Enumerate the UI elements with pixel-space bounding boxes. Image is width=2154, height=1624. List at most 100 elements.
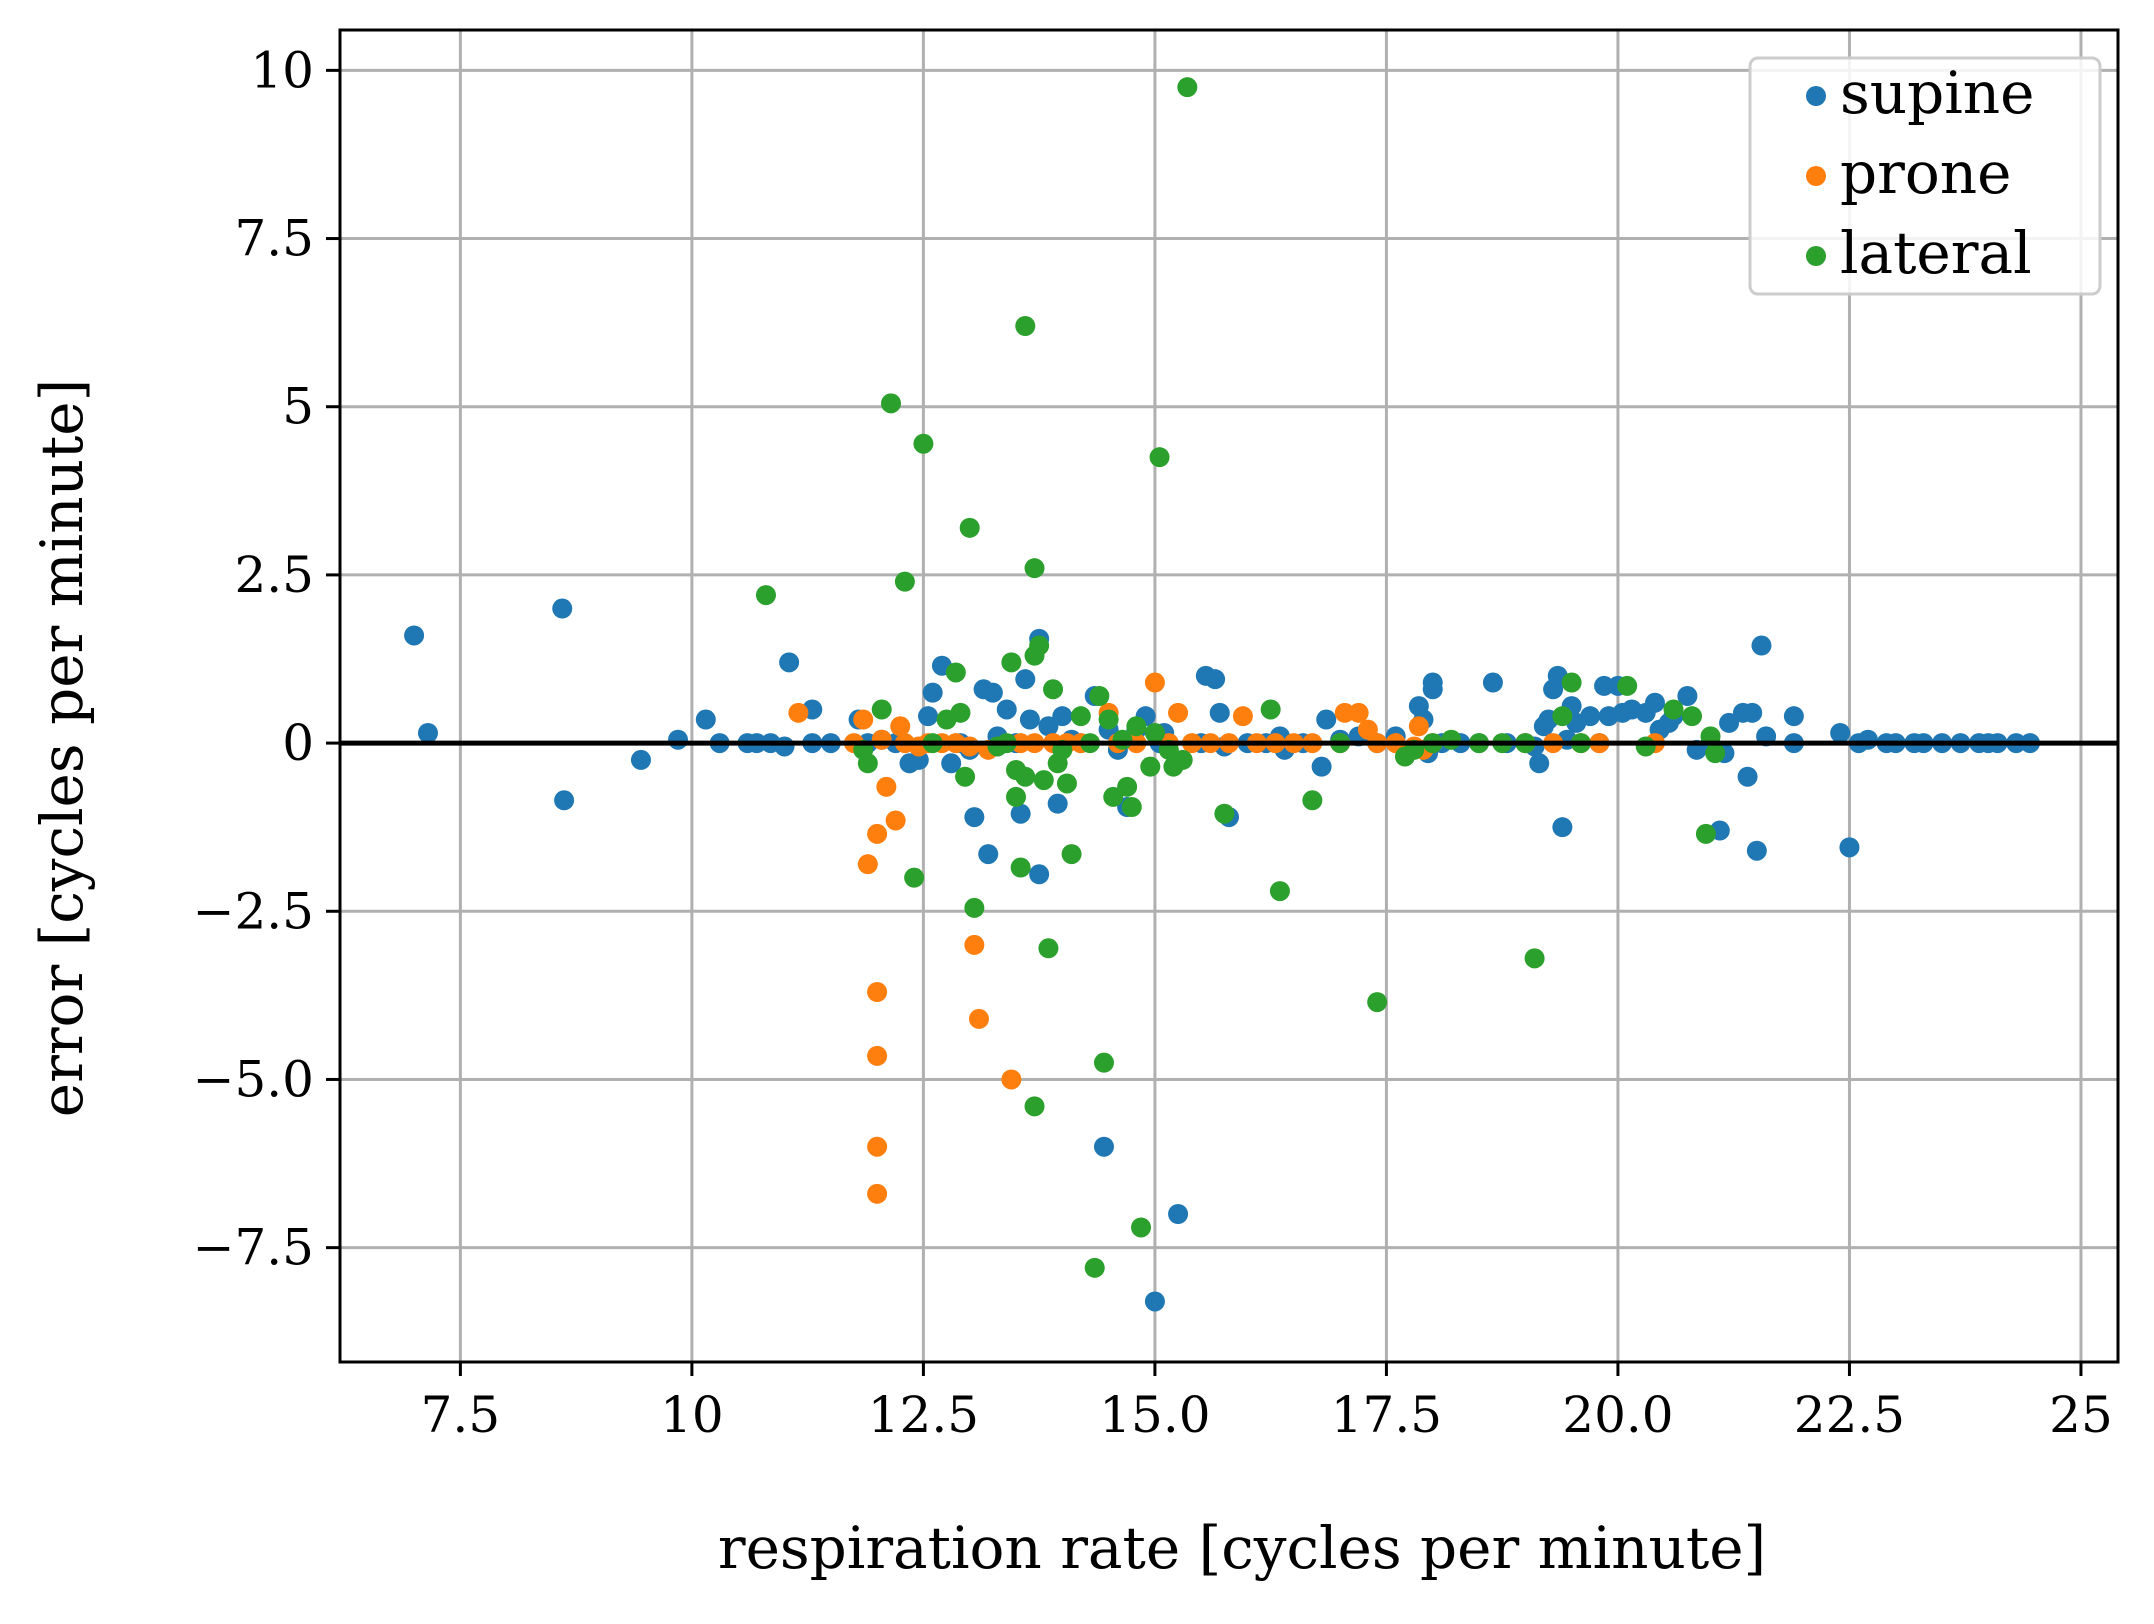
point-lateral (1093, 1052, 1114, 1073)
point-lateral (1269, 881, 1290, 902)
point-supine (1029, 864, 1050, 885)
legend-label-lateral: lateral (1840, 219, 2032, 287)
point-lateral (1260, 699, 1281, 720)
point-lateral (1663, 699, 1684, 720)
point-prone (1168, 702, 1189, 723)
point-prone (853, 709, 874, 730)
point-lateral (1043, 679, 1064, 700)
point-supine (1209, 702, 1230, 723)
point-prone (1408, 716, 1429, 737)
point-lateral (1172, 749, 1193, 770)
point-supine (1830, 723, 1851, 743)
point-lateral (1131, 1217, 1152, 1238)
point-supine (774, 736, 795, 757)
point-prone (876, 776, 897, 797)
point-prone (1001, 1069, 1022, 1090)
legend-label-supine: supine (1840, 59, 2034, 127)
point-prone (885, 810, 906, 831)
point-lateral (1121, 797, 1142, 817)
point-prone (867, 1136, 888, 1157)
point-prone (1232, 706, 1253, 727)
point-lateral (1302, 790, 1323, 811)
point-prone (867, 982, 888, 1002)
point-supine (779, 652, 800, 673)
legend-box (1748, 56, 2102, 296)
point-supine (1783, 706, 1804, 727)
point-lateral (1098, 709, 1119, 730)
point-supine (1038, 716, 1059, 737)
point-supine (1316, 709, 1337, 730)
point-lateral (1117, 776, 1138, 797)
point-lateral (1024, 558, 1045, 579)
point-supine (1422, 672, 1443, 693)
point-lateral (1617, 675, 1638, 696)
point-lateral (1024, 1096, 1045, 1117)
point-supine (1644, 692, 1665, 713)
point-supine (1552, 817, 1573, 838)
point-supine (1052, 706, 1073, 727)
point-prone (968, 1008, 989, 1029)
point-lateral (1561, 672, 1582, 693)
x-tick-label: 22.5 (1794, 1386, 1905, 1444)
point-supine (1594, 675, 1615, 696)
point-prone (788, 702, 809, 723)
point-supine (668, 729, 689, 750)
point-lateral (1705, 743, 1726, 764)
point-prone (964, 934, 985, 955)
point-lateral (1695, 823, 1716, 844)
point-lateral (1001, 652, 1022, 673)
point-lateral (1441, 729, 1462, 750)
axis-ticks: 7.5 10 12.5 15.0 17.5 20.0 22.5 25 10 7.5 5 2.5 0 −2.… (193, 41, 2113, 1444)
point-supine (1019, 709, 1040, 730)
point-lateral (913, 433, 934, 454)
point-lateral (1177, 77, 1198, 98)
point-lateral (1006, 786, 1027, 807)
point-supine (1580, 706, 1601, 727)
point-lateral (1015, 766, 1036, 787)
point-lateral (1144, 723, 1165, 743)
point-supine (1857, 729, 1878, 750)
point-supine (1144, 1291, 1165, 1312)
point-supine (982, 682, 1003, 703)
point-lateral (880, 393, 901, 414)
point-prone (857, 854, 878, 875)
point-lateral (871, 699, 892, 720)
legend: supine prone lateral (1748, 56, 2102, 296)
point-prone (867, 823, 888, 844)
x-tick-label: 12.5 (868, 1386, 979, 1444)
x-tick-label: 15.0 (1099, 1386, 1210, 1444)
x-axis-title: respiration rate [cycles per minute] (718, 1514, 1766, 1582)
y-axis-title: error [cycles per minute] (28, 379, 96, 1117)
y-tick-label: −7.5 (193, 1219, 314, 1277)
legend-marker-prone (1806, 166, 1826, 186)
point-supine (964, 807, 985, 828)
point-supine (1093, 1136, 1114, 1157)
point-supine (941, 753, 962, 774)
point-lateral (1149, 447, 1170, 468)
point-supine (978, 844, 999, 865)
point-supine (1047, 793, 1068, 814)
point-supine (1742, 702, 1763, 723)
point-supine (1205, 669, 1226, 690)
point-lateral (964, 897, 985, 918)
point-lateral (1635, 736, 1656, 757)
point-lateral (1089, 686, 1110, 706)
x-tick-label: 10 (660, 1386, 724, 1444)
plot-frame (338, 28, 2120, 1364)
point-supine (918, 706, 939, 727)
point-lateral (945, 662, 966, 683)
point-prone (1334, 702, 1355, 723)
point-lateral (1103, 786, 1124, 807)
point-prone (867, 1045, 888, 1066)
point-lateral (955, 766, 976, 787)
point-supine (1482, 672, 1503, 693)
point-lateral (1029, 635, 1050, 656)
point-lateral (1033, 770, 1054, 791)
point-supine (1010, 803, 1031, 824)
point-supine (1529, 753, 1550, 774)
y-tick-label: −5.0 (193, 1050, 314, 1108)
point-lateral (1010, 857, 1031, 878)
point-lateral (1015, 316, 1036, 336)
point-supine (1719, 712, 1740, 733)
